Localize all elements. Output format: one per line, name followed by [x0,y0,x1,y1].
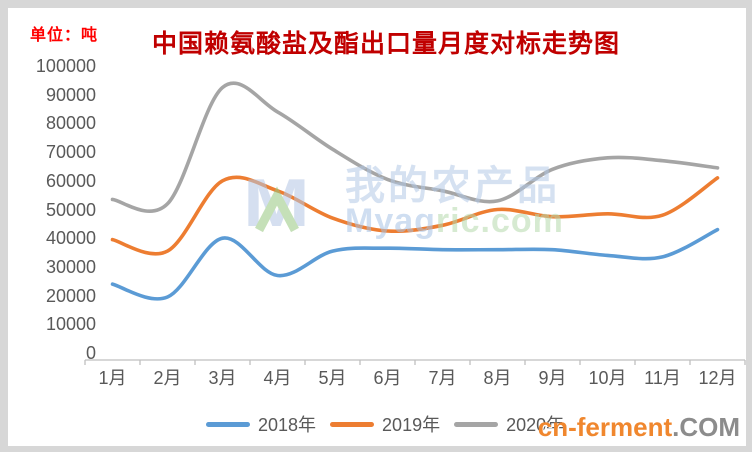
plot-svg [84,81,746,365]
legend-label-2018: 2018年 [258,415,317,435]
x-axis-label: 1月 [98,368,127,388]
series-lines [110,81,720,301]
x-axis-label: 4月 [263,368,292,388]
unit-label: 单位：吨 [30,27,99,44]
y-axis-label: 50000 [45,199,96,220]
legend-swatch-2019 [330,421,375,427]
legend-label-2020: 2020年 [506,415,565,435]
x-axis-label: 2月 [153,368,182,388]
series-line-2018年 [110,227,720,301]
y-axis-label: 80000 [45,113,96,134]
x-axis-label: 7月 [428,368,457,388]
legend-item-2020: 2020年 [454,411,564,437]
y-axis-label: 0 [85,343,96,363]
y-axis-label: 40000 [45,228,96,249]
chart-title: 中国赖氨酸盐及酯出口量月度对标走势图 [152,30,621,58]
y-axis-label: 100000 [35,56,96,76]
x-axis-label: 11月 [644,368,681,388]
y-axis-label: 20000 [45,285,96,306]
y-axis-label: 30000 [45,256,96,277]
y-axis-label: 70000 [45,142,96,163]
x-axis-label: 8月 [483,368,512,388]
legend: 2018年 2019年 2020年 [206,410,578,438]
legend-item-2018: 2018年 [206,411,316,437]
x-axis-label: 6月 [373,368,402,388]
legend-swatch-2020 [454,421,499,427]
x-axis-label: 5月 [318,368,347,388]
x-axis [84,359,746,365]
y-axis-label: 90000 [45,84,96,105]
y-axis-label: 60000 [45,170,96,191]
legend-swatch-2018 [206,421,250,427]
site-logo-name: cn-ferment [537,412,673,442]
site-logo-tld: .COM [672,412,740,442]
x-axis-label: 3月 [208,368,237,388]
y-axis-label: 10000 [45,314,96,335]
x-axis-label: 12月 [698,368,737,388]
legend-item-2019: 2019年 [330,411,440,437]
x-axis-label: 9月 [538,368,567,388]
x-axis-label: 10月 [588,368,627,388]
series-line-2019年 [110,175,720,256]
chart-canvas: 单位：吨 中国赖氨酸盐及酯出口量月度对标走势图 0 10000 20000 30000… [8,8,746,446]
legend-label-2019: 2019年 [382,415,441,435]
site-logo: cn-ferment.COM [538,412,740,443]
series-line-2020年 [110,81,720,213]
